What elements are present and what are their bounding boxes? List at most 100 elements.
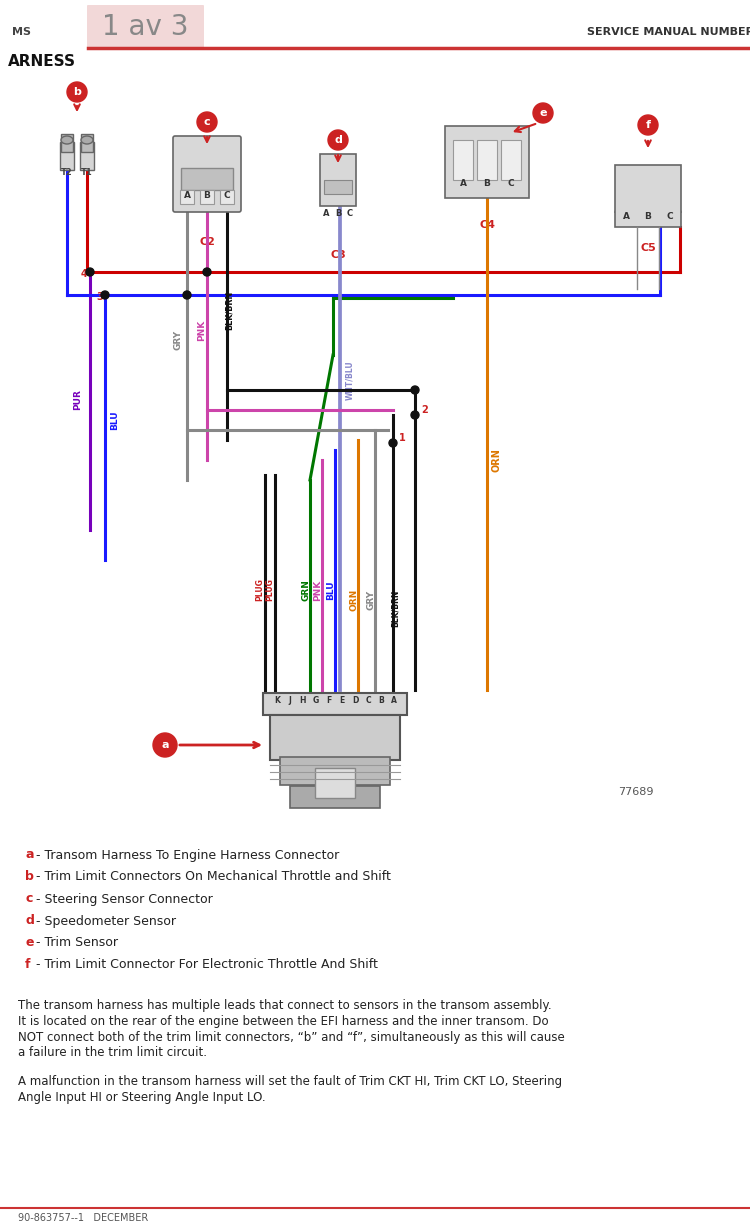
Text: A: A	[460, 179, 466, 188]
Text: BLU: BLU	[110, 410, 119, 430]
Text: K: K	[274, 696, 280, 705]
Text: H: H	[300, 696, 306, 705]
Text: GRY: GRY	[367, 590, 376, 610]
Bar	[270, 715, 400, 760]
Text: PLUG: PLUG	[266, 579, 274, 601]
Text: GRN: GRN	[302, 579, 310, 601]
Text: d: d	[334, 135, 342, 144]
Text: B: B	[203, 191, 211, 200]
Text: PNK: PNK	[314, 579, 322, 601]
Text: - Trim Limit Connectors On Mechanical Throttle and Shift: - Trim Limit Connectors On Mechanical Th…	[32, 870, 391, 884]
Circle shape	[197, 113, 217, 132]
Text: a: a	[25, 848, 34, 862]
Bar	[81, 133, 93, 152]
Text: SERVICE MANUAL NUMBER 33: SERVICE MANUAL NUMBER 33	[586, 27, 750, 37]
Text: c: c	[204, 118, 210, 127]
Text: e: e	[539, 108, 547, 118]
Text: 1 av 3: 1 av 3	[102, 13, 188, 40]
Text: a failure in the trim limit circuit.: a failure in the trim limit circuit.	[18, 1047, 207, 1060]
Text: 3: 3	[96, 293, 103, 302]
Text: e: e	[25, 936, 34, 950]
Text: 77689: 77689	[618, 787, 653, 797]
Circle shape	[101, 291, 109, 299]
Circle shape	[533, 103, 553, 122]
Text: C: C	[667, 212, 674, 222]
Text: J: J	[289, 696, 292, 705]
Text: C5: C5	[640, 244, 656, 253]
Circle shape	[411, 386, 419, 394]
Text: The transom harness has multiple leads that connect to sensors in the transom as: The transom harness has multiple leads t…	[18, 999, 551, 1011]
Text: C: C	[365, 696, 370, 705]
Text: - Trim Sensor: - Trim Sensor	[32, 936, 118, 950]
Bar	[280, 756, 390, 785]
Text: C: C	[508, 179, 515, 188]
Text: C: C	[347, 209, 353, 218]
FancyBboxPatch shape	[173, 136, 241, 212]
Text: B: B	[484, 179, 490, 188]
Text: It is located on the rear of the engine between the EFI harness and the inner tr: It is located on the rear of the engine …	[18, 1015, 548, 1027]
Text: A: A	[322, 209, 329, 218]
Bar	[320, 154, 356, 206]
Text: f: f	[646, 120, 650, 130]
Text: - Steering Sensor Connector: - Steering Sensor Connector	[32, 892, 213, 906]
Text: Angle Input HI or Steering Angle Input LO.: Angle Input HI or Steering Angle Input L…	[18, 1092, 266, 1104]
Text: 90-863757--1   DECEMBER: 90-863757--1 DECEMBER	[18, 1213, 148, 1223]
Bar	[200, 190, 214, 204]
Bar	[220, 190, 234, 204]
Text: A: A	[391, 696, 397, 705]
Text: ARNESS: ARNESS	[8, 55, 76, 70]
Bar	[453, 140, 473, 180]
Bar	[181, 168, 233, 190]
Text: a: a	[161, 741, 169, 750]
Text: A malfunction in the transom harness will set the fault of Trim CKT HI, Trim CKT: A malfunction in the transom harness wil…	[18, 1076, 562, 1088]
Bar	[315, 767, 355, 798]
Circle shape	[67, 82, 87, 102]
Text: f: f	[25, 958, 31, 972]
Text: BLK/BRN: BLK/BRN	[224, 290, 233, 329]
Bar	[180, 190, 194, 204]
Text: d: d	[25, 914, 34, 928]
Bar	[501, 140, 521, 180]
Text: A: A	[184, 191, 190, 200]
Text: E: E	[339, 696, 344, 705]
Text: c: c	[25, 892, 32, 906]
Text: 1: 1	[399, 433, 406, 443]
Ellipse shape	[61, 136, 73, 144]
Text: C3: C3	[330, 250, 346, 259]
Circle shape	[86, 268, 94, 275]
Text: PUR: PUR	[74, 389, 82, 410]
Text: T1: T1	[81, 168, 93, 177]
Text: F: F	[326, 696, 332, 705]
Text: PLUG: PLUG	[256, 579, 265, 601]
Text: b: b	[73, 87, 81, 97]
FancyBboxPatch shape	[87, 5, 204, 49]
Bar	[61, 133, 73, 152]
Bar	[615, 165, 681, 226]
Bar	[324, 180, 352, 193]
Text: A: A	[622, 212, 629, 222]
Circle shape	[183, 291, 191, 299]
Text: BLU: BLU	[326, 580, 335, 600]
Circle shape	[389, 439, 397, 447]
Text: B: B	[378, 696, 384, 705]
Text: 2: 2	[421, 405, 428, 415]
Text: GRY: GRY	[173, 330, 182, 350]
Bar	[60, 142, 74, 170]
Ellipse shape	[81, 136, 93, 144]
Text: T2: T2	[62, 168, 73, 177]
Circle shape	[638, 115, 658, 135]
Text: BLK/BRN: BLK/BRN	[391, 589, 400, 627]
Text: - Trim Limit Connector For Electronic Throttle And Shift: - Trim Limit Connector For Electronic Th…	[32, 958, 378, 972]
Text: - Transom Harness To Engine Harness Connector: - Transom Harness To Engine Harness Conn…	[32, 848, 339, 862]
Circle shape	[328, 130, 348, 151]
Text: C2: C2	[199, 237, 215, 247]
Text: NOT connect both of the trim limit connectors, “b” and “f”, simultaneously as th: NOT connect both of the trim limit conne…	[18, 1031, 565, 1044]
Text: b: b	[25, 870, 34, 884]
Circle shape	[411, 411, 419, 419]
Bar	[477, 140, 497, 180]
Text: 4: 4	[81, 269, 88, 279]
Text: - Speedometer Sensor: - Speedometer Sensor	[32, 914, 176, 928]
Text: PNK: PNK	[197, 319, 206, 340]
Text: ORN: ORN	[492, 448, 502, 472]
Circle shape	[203, 268, 211, 275]
